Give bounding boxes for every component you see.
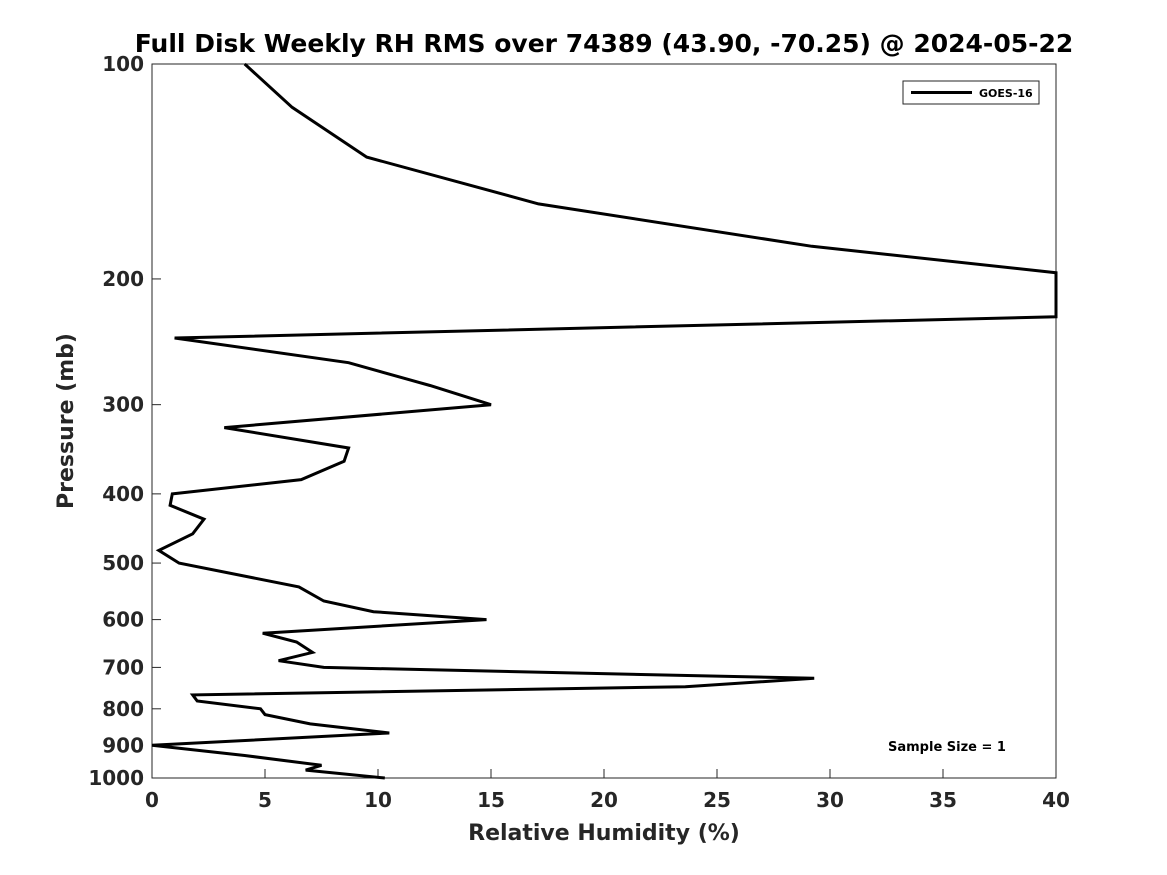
y-tick-label: 500 — [102, 551, 144, 575]
legend: GOES-16 — [902, 80, 1040, 105]
y-tick-label: 800 — [102, 697, 144, 721]
x-axis-ticks: 0 5 10 15 20 25 30 35 40 — [145, 769, 1070, 812]
y-tick-label: 100 — [102, 52, 144, 76]
y-axis-ticks: 100 200 300 400 500 600 700 800 900 1000 — [88, 52, 161, 790]
series-line-goes-16 — [151, 62, 1058, 780]
y-tick-label: 600 — [102, 608, 144, 632]
x-tick-label: 0 — [145, 788, 159, 812]
y-tick-label: 1000 — [88, 766, 144, 790]
x-tick-label: 40 — [1042, 788, 1070, 812]
sample-size-annotation: Sample Size = 1 — [888, 740, 1006, 755]
y-tick-label: 900 — [102, 733, 144, 757]
x-tick-label: 10 — [364, 788, 392, 812]
y-tick-label: 400 — [102, 482, 144, 506]
y-tick-label: 200 — [102, 267, 144, 291]
y-tick-label: 300 — [102, 393, 144, 417]
x-axis-label: Relative Humidity (%) — [468, 821, 740, 846]
x-tick-label: 30 — [816, 788, 844, 812]
x-tick-label: 25 — [703, 788, 731, 812]
y-axis-label: Pressure (mb) — [54, 333, 79, 509]
chart-title: Full Disk Weekly RH RMS over 74389 (43.9… — [135, 29, 1074, 58]
x-tick-label: 15 — [477, 788, 505, 812]
x-tick-label: 5 — [258, 788, 272, 812]
x-tick-label: 20 — [590, 788, 618, 812]
legend-label-goes-16: GOES-16 — [979, 87, 1033, 100]
x-tick-label: 35 — [929, 788, 957, 812]
y-tick-label: 700 — [102, 655, 144, 679]
